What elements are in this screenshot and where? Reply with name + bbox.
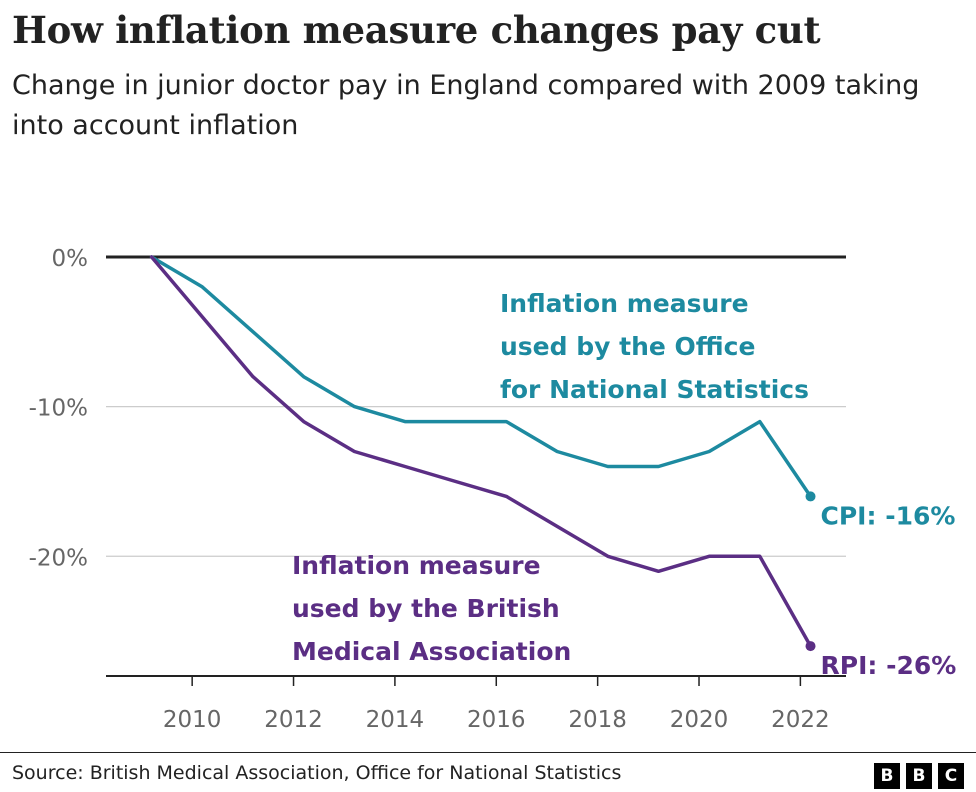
series-line-rpi (149, 255, 813, 648)
x-tick-label: 2014 (366, 707, 425, 733)
y-tick-label: 0% (52, 246, 89, 272)
x-tick-label: 2012 (264, 707, 323, 733)
series-annotation-cpi: used by the Office (500, 332, 755, 361)
chart-title: How inflation measure changes pay cut (12, 8, 821, 52)
series-annotation-rpi: Medical Association (292, 637, 571, 666)
x-tick-label: 2022 (771, 707, 830, 733)
series-line-cpi (149, 255, 813, 499)
y-tick-label: -20% (29, 545, 88, 571)
logo-letter-c: C (938, 763, 964, 789)
chart-subtitle: Change in junior doctor pay in England c… (12, 70, 920, 141)
footer-divider (0, 752, 976, 753)
x-tick-label: 2010 (163, 707, 222, 733)
series-annotation-cpi: for National Statistics (500, 375, 809, 404)
x-tick-label: 2018 (568, 707, 627, 733)
series-annotation-cpi: Inflation measure (500, 289, 749, 318)
series-annotation-rpi: used by the British (292, 594, 560, 623)
x-tick-label: 2016 (467, 707, 526, 733)
logo-letter-b2: B (906, 763, 932, 789)
x-tick-label: 2020 (670, 707, 729, 733)
series-end-label-rpi: RPI: -26% (821, 651, 957, 680)
y-tick-label: -10% (29, 396, 88, 422)
bbc-logo: B B C (874, 763, 964, 789)
line-chart: 0% -10% -20% 2010 2012 2014 2016 2018 2020 2022 CP… (29, 246, 957, 733)
source-note: Source: British Medical Association, Off… (12, 762, 622, 784)
logo-letter-b1: B (874, 763, 900, 789)
series-end-dot-rpi (805, 641, 816, 652)
series-annotation-rpi: Inflation measure (292, 551, 541, 580)
series-end-label-cpi: CPI: -16% (821, 501, 956, 530)
series-end-dot-cpi (805, 491, 816, 502)
